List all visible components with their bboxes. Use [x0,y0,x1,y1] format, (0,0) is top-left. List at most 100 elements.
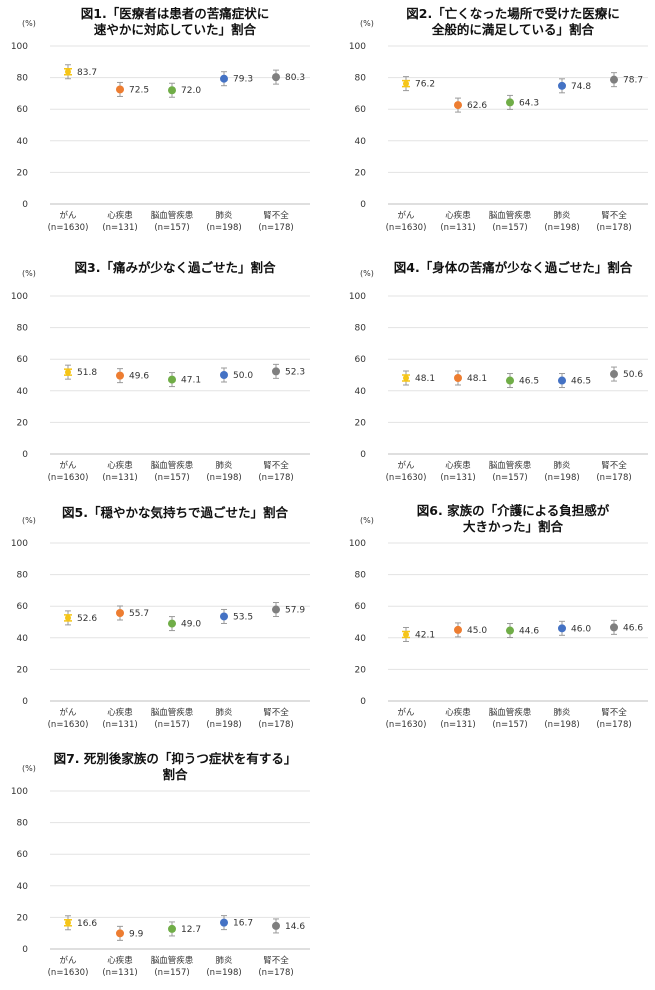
y-tick-label: 40 [355,387,367,397]
y-unit-label: (%) [360,516,374,525]
category-label: 脳血管疾患 [151,955,194,966]
category-label: 心疾患 [445,460,471,471]
category-label: 腎不全 [601,707,627,718]
value-label: 83.7 [77,68,97,78]
sample-size-label: (n=1630) [386,720,427,730]
data-point [65,614,71,621]
data-point [272,921,280,930]
data-point [403,80,409,87]
sample-size-label: (n=1630) [48,473,89,483]
chart-title-line: 大きかった」割合 [462,519,563,534]
y-tick-label: 20 [17,665,29,675]
sample-size-label: (n=157) [492,473,527,483]
sample-size-label: (n=178) [258,720,293,730]
sample-size-label: (n=157) [154,720,189,730]
data-point [454,374,462,383]
data-point [220,371,228,379]
chart-title: 図5.「穏やかな気持ちで過ごせた」割合 [40,505,310,521]
data-point [610,75,618,84]
sample-size-label: (n=157) [492,720,527,730]
y-tick-label: 0 [360,697,366,707]
data-point [403,375,409,382]
y-tick-label: 40 [17,634,29,644]
y-tick-label: 0 [360,200,366,210]
sample-size-label: (n=157) [154,968,189,978]
category-label: 肺炎 [553,211,571,221]
data-point [116,371,124,380]
y-tick-label: 20 [355,418,367,428]
category-label: がん [397,460,415,471]
sample-size-label: (n=131) [102,968,137,978]
y-tick-label: 100 [349,539,366,549]
sample-size-label: (n=131) [102,223,137,233]
chart-svg: (%) 0 20 40 60 80 100 83.7 がん (n=1630) 72.5 心疾患 (n=1… [11,19,310,233]
data-point [168,375,176,384]
y-unit-label: (%) [22,516,36,525]
sample-size-label: (n=1630) [48,720,89,730]
data-point [65,919,71,926]
sample-size-label: (n=157) [154,473,189,483]
chart-title-line: 図2.「亡くなった場所で受けた医療に [406,6,620,21]
sample-size-label: (n=178) [258,223,293,233]
data-point [506,376,514,385]
chart-panel-2: 図2.「亡くなった場所で受けた医療に 全般的に満足している」割合 (%) 0 20 40 6… [338,0,655,240]
y-tick-label: 80 [355,571,367,581]
chart-title: 図7. 死別後家族の「抑うつ症状を有する」 割合 [40,751,310,783]
value-label: 44.6 [519,627,539,637]
y-tick-label: 0 [360,450,366,460]
sample-size-label: (n=1630) [386,473,427,483]
value-label: 50.0 [233,371,253,381]
data-point [116,85,124,94]
category-label: 腎不全 [263,210,289,221]
y-tick-label: 100 [349,42,366,52]
value-label: 12.7 [181,925,201,935]
data-point [168,924,176,933]
category-label: 心疾患 [107,210,133,221]
chart-title: 図6. 家族の「介護による負担感が 大きかった」割合 [378,503,648,535]
data-point [610,623,618,632]
chart-title-line: 図5.「穏やかな気持ちで過ごせた」割合 [62,505,288,520]
value-label: 53.5 [233,612,253,622]
value-label: 46.0 [571,624,591,634]
chart-title-line: 図1.「医療者は患者の苦痛症状に [80,6,270,21]
value-label: 78.7 [623,76,643,86]
sample-size-label: (n=157) [492,223,527,233]
sample-size-label: (n=131) [102,473,137,483]
data-point [116,929,124,938]
sample-size-label: (n=198) [544,720,579,730]
category-label: 脳血管疾患 [489,460,532,471]
category-label: がん [59,955,77,966]
category-label: がん [397,707,415,718]
sample-size-label: (n=198) [206,473,241,483]
chart-title-line: 図3.「痛みが少なく過ごせた」割合 [74,260,276,275]
y-tick-label: 60 [17,105,29,115]
category-label: がん [59,210,77,221]
category-label: 肺炎 [215,461,233,471]
value-label: 72.5 [129,85,149,95]
sample-size-label: (n=131) [440,223,475,233]
data-point [220,918,228,927]
category-label: 脳血管疾患 [489,707,532,718]
category-label: 心疾患 [107,707,133,718]
sample-size-label: (n=178) [258,968,293,978]
value-label: 42.1 [415,630,435,640]
y-unit-label: (%) [360,269,374,278]
chart-title: 図4.「身体の苦痛が少なく過ごせた」割合 [378,260,648,276]
value-label: 51.8 [77,368,97,378]
y-tick-label: 60 [355,602,367,612]
data-point [168,86,176,95]
y-tick-label: 20 [17,418,29,428]
y-tick-label: 60 [17,602,29,612]
sample-size-label: (n=198) [544,223,579,233]
sample-size-label: (n=131) [440,720,475,730]
category-label: がん [59,460,77,471]
y-tick-label: 20 [355,168,367,178]
value-label: 64.3 [519,98,539,108]
chart-panel-1: 図1.「医療者は患者の苦痛症状に 速やかに対応していた」割合 (%) 0 20 40 60 8… [0,0,320,240]
y-tick-label: 100 [349,292,366,302]
value-label: 46.5 [519,377,539,387]
y-tick-label: 80 [17,74,29,84]
data-point [272,367,280,376]
value-label: 9.9 [129,929,144,939]
y-tick-label: 100 [11,292,28,302]
